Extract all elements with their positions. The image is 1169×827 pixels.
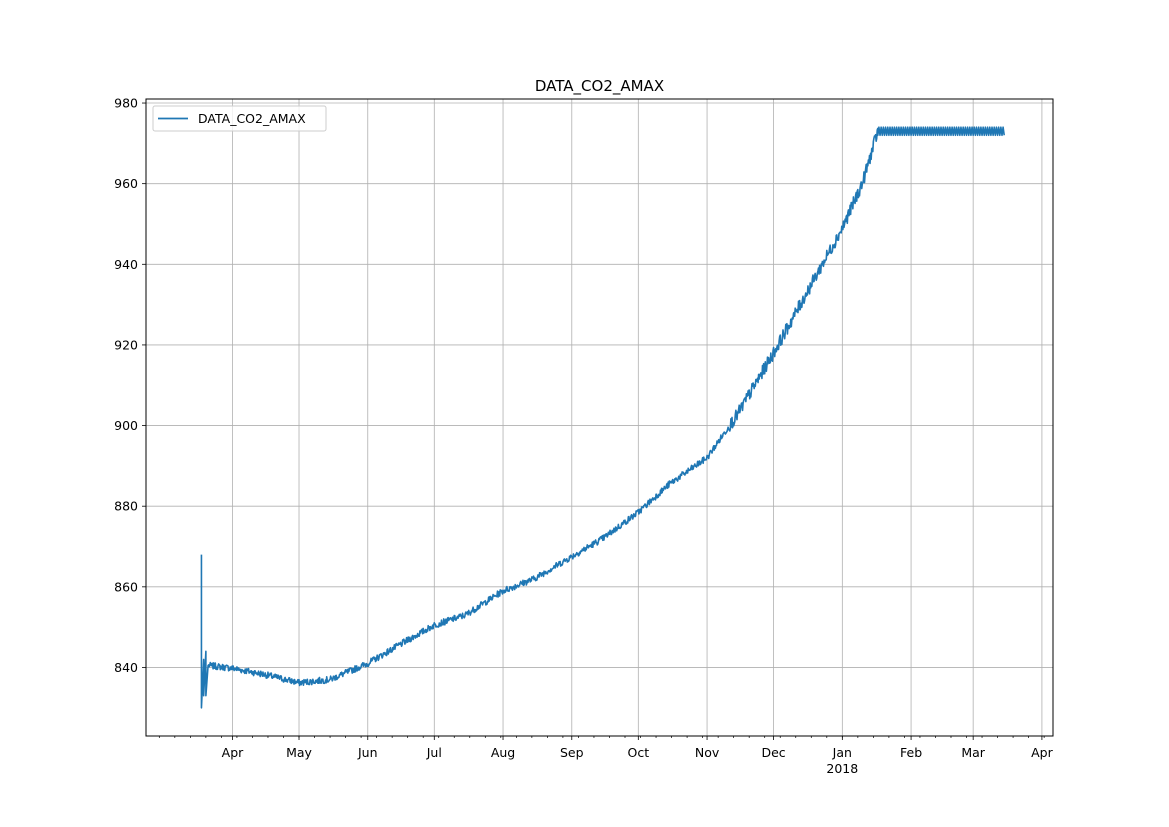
x-tick-label: Feb [900, 745, 922, 760]
x-tick-label: Aug [491, 745, 515, 760]
x-tick-label: Mar [961, 745, 985, 760]
y-tick-label: 900 [114, 418, 138, 433]
x-tick-label: Dec [761, 745, 785, 760]
x-tick-sublabel: 2018 [826, 761, 858, 776]
grid-lines [146, 99, 1053, 736]
legend-label: DATA_CO2_AMAX [198, 111, 306, 126]
x-tick-label: Jun [357, 745, 378, 760]
plot-frame [145, 98, 1054, 737]
x-tick-label: Apr [1031, 745, 1053, 760]
y-axis: 840 860 880 900 920 940 960 980 [114, 96, 146, 675]
series-lines [200, 126, 1006, 709]
series-line [200, 126, 1006, 709]
y-tick-label: 980 [114, 96, 138, 111]
y-tick-label: 880 [114, 499, 138, 514]
x-tick-label: Jan [832, 745, 852, 760]
x-tick-label: Nov [695, 745, 720, 760]
x-tick-label: Oct [627, 745, 649, 760]
chart-title: DATA_CO2_AMAX [535, 77, 664, 96]
y-tick-label: 940 [114, 257, 138, 272]
y-tick-label: 860 [114, 579, 138, 594]
legend-box [152, 105, 327, 132]
x-tick-label: Jul [426, 745, 442, 760]
y-tick-label: 840 [114, 660, 138, 675]
y-tick-label: 960 [114, 176, 138, 191]
y-tick-label: 920 [114, 337, 138, 352]
legend: DATA_CO2_AMAX [152, 105, 327, 132]
x-tick-label: May [286, 745, 312, 760]
x-tick-label: Sep [560, 745, 584, 760]
x-tick-label: Apr [222, 745, 244, 760]
